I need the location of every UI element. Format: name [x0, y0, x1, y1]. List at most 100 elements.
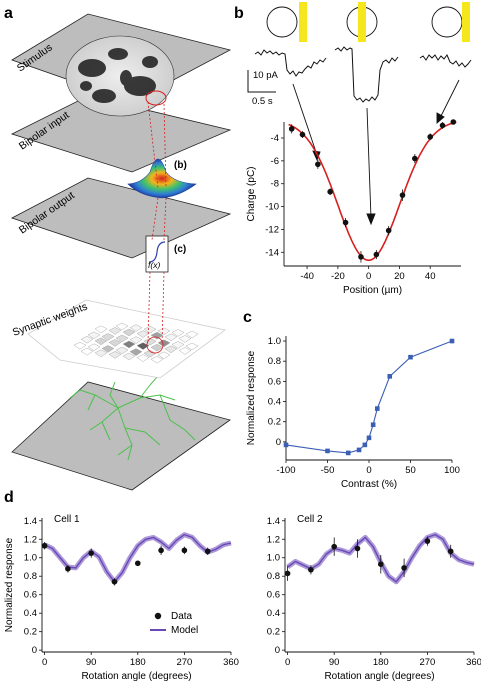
y-tick-label: 0.2 — [268, 417, 281, 428]
data-point — [327, 188, 333, 195]
scale-bar-seconds: 0.5 s — [252, 96, 273, 107]
data-point — [88, 550, 94, 556]
weight-cell — [136, 342, 150, 350]
data-point — [439, 122, 446, 129]
weight-cell — [129, 324, 143, 332]
weight-cell — [150, 355, 164, 364]
data-point — [412, 155, 418, 162]
data-point — [284, 570, 291, 577]
y-tick-label: 0.8 — [24, 571, 37, 582]
trace-arrows — [292, 79, 460, 226]
dendrite-arbor — [69, 375, 196, 461]
weight-cell — [157, 351, 171, 360]
weight-cell — [136, 330, 150, 338]
y-tick-label: 1.4 — [24, 516, 37, 527]
x-axis-label: Rotation angle (degrees) — [324, 671, 434, 682]
x-tick-label: 270 — [419, 657, 435, 668]
weight-cell — [129, 336, 143, 344]
data-point — [299, 131, 306, 138]
weight-cell — [108, 327, 122, 335]
weight-cell — [150, 331, 164, 340]
x-axis-label: Position (µm) — [343, 285, 402, 296]
x-axis-label: Contrast (%) — [341, 479, 397, 490]
receptive-field-circle — [145, 90, 167, 106]
bipolar-output-plane — [10, 177, 232, 259]
data-point — [325, 448, 330, 454]
inset-ref-b: (b) — [174, 160, 187, 171]
current-trace-3 — [419, 54, 472, 68]
y-tick-label: 1.0 — [24, 553, 37, 564]
y-tick-label: 1.2 — [24, 534, 37, 545]
y-tick-label: -14 — [265, 247, 279, 258]
data-point — [134, 560, 141, 567]
x-axis-label: Rotation angle (degrees) — [81, 671, 191, 682]
weight-cell — [101, 345, 115, 353]
gaussian-filter-icon — [127, 158, 197, 199]
weight-cell — [122, 340, 136, 349]
x-tick-label: 0 — [366, 271, 371, 282]
data-point — [373, 251, 380, 258]
data-point — [370, 422, 376, 428]
rf-circle-1 — [266, 6, 298, 38]
data-point — [449, 338, 455, 344]
bipolar-input-plane — [10, 95, 232, 173]
y-tick-label: 0.2 — [267, 627, 280, 638]
data-point — [288, 126, 295, 132]
data-point — [41, 542, 48, 549]
y-tick-label: -4 — [271, 133, 279, 144]
x-tick-label: 100 — [444, 465, 460, 476]
chart-d-cell1: 0 90 180 270 360 0 0.2 0.4 0.6 0.8 1.0 1.2 1.4 Rotati… — [4, 514, 239, 682]
weight-cell — [94, 337, 108, 346]
weight-cell — [143, 337, 157, 346]
y-tick-label: 0.6 — [267, 590, 280, 601]
panel-b-traces: 10 pA 0.5 s — [247, 2, 472, 226]
y-tick-label: -10 — [265, 202, 279, 213]
cell-title: Cell 1 — [54, 514, 80, 525]
y-tick-label: 0.6 — [268, 376, 281, 387]
weight-cell — [185, 330, 199, 339]
model-band — [43, 532, 232, 585]
weight-cell — [115, 346, 129, 355]
chart-c-contrast: -100 -50 0 50 100 0 0.2 0.4 0.6 0.8 1.0 Contrast (%… — [246, 336, 460, 490]
x-tick-label: -100 — [276, 465, 295, 476]
stimulus-bar-2 — [358, 2, 366, 42]
weight-cell — [171, 341, 185, 349]
data-point — [345, 450, 351, 456]
data-point — [331, 543, 337, 550]
weight-cell — [164, 345, 178, 354]
x-tick-label: 360 — [466, 657, 481, 668]
y-tick-label: 1.0 — [268, 336, 281, 347]
data-point — [366, 435, 372, 441]
panel-label-a: a — [4, 5, 13, 22]
weight-cell — [87, 343, 101, 352]
y-tick-label: -8 — [271, 179, 279, 190]
scale-bar-pa: 10 pA — [253, 70, 278, 81]
weight-cell — [122, 328, 136, 337]
weight-cell — [80, 335, 94, 344]
x-tick-label: 180 — [373, 657, 389, 668]
x-tick-label: 40 — [425, 271, 436, 282]
y-axis-label: Charge (pC) — [246, 166, 257, 221]
x-tick-label: 20 — [394, 271, 405, 282]
data-point — [65, 566, 71, 572]
nonlinearity-curve-icon — [148, 241, 166, 263]
x-tick-label: -20 — [331, 271, 345, 282]
x-tick-label: 180 — [130, 657, 146, 668]
stimulus-noise-blobs — [78, 48, 158, 103]
x-tick-label: -50 — [321, 465, 335, 476]
data-point — [385, 227, 392, 234]
x-tick-label: 0 — [366, 465, 371, 476]
data-point — [424, 538, 431, 544]
dendrite-plane — [11, 381, 231, 491]
x-tick-label: 90 — [86, 657, 97, 668]
weight-cell — [94, 325, 108, 334]
projection-lines — [147, 101, 167, 345]
weight-cell — [115, 322, 129, 331]
x-tick-label: 50 — [405, 465, 416, 476]
data-point — [450, 119, 457, 125]
y-tick-label: 0.8 — [268, 356, 281, 367]
current-trace-2 — [334, 46, 399, 103]
stimulus-bar-1 — [299, 2, 307, 42]
y-tick-label: 0.2 — [24, 627, 37, 638]
